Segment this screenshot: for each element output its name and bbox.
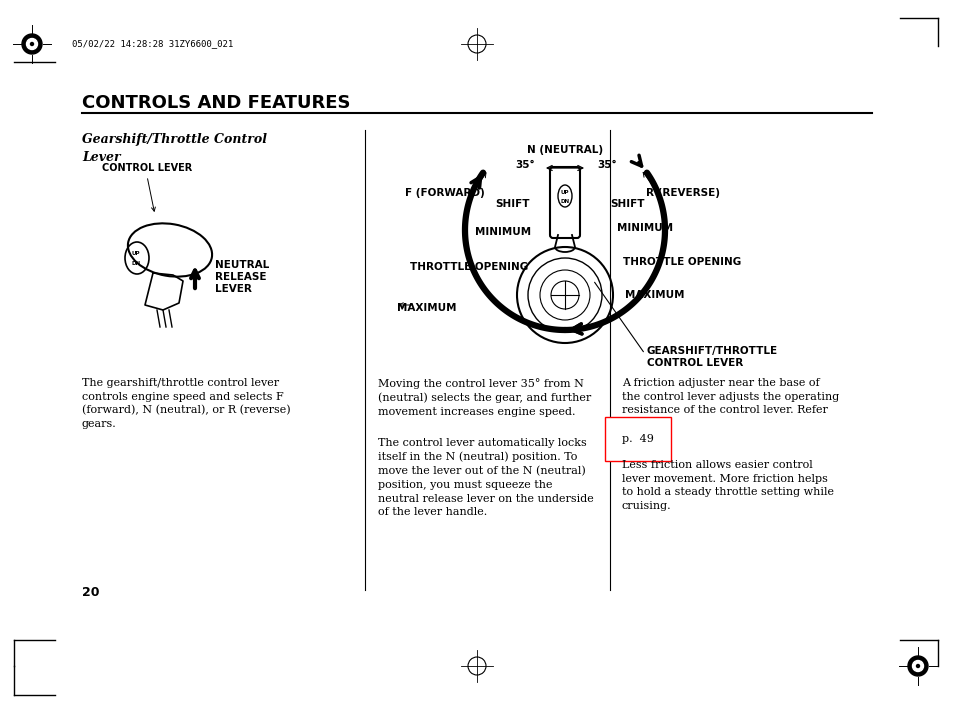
Text: Gearshift/Throttle Control
Lever: Gearshift/Throttle Control Lever	[82, 133, 267, 164]
Text: MAXIMUM: MAXIMUM	[624, 290, 684, 300]
Text: 05/02/22 14:28:28 31ZY6600_021: 05/02/22 14:28:28 31ZY6600_021	[71, 40, 233, 48]
Text: The control lever automatically locks
itself in the N (neutral) position. To
mov: The control lever automatically locks it…	[377, 438, 593, 518]
Text: 35°: 35°	[597, 160, 617, 170]
Text: MINIMUM: MINIMUM	[617, 223, 673, 233]
Text: THROTTLE OPENING: THROTTLE OPENING	[410, 262, 528, 272]
Text: MINIMUM: MINIMUM	[475, 227, 531, 237]
Text: p.  49: p. 49	[621, 434, 653, 444]
Text: SHIFT: SHIFT	[609, 199, 644, 209]
Text: CONTROL LEVER: CONTROL LEVER	[102, 163, 192, 173]
Text: R (REVERSE): R (REVERSE)	[645, 188, 720, 198]
Circle shape	[907, 656, 927, 676]
Text: 20: 20	[82, 586, 99, 599]
Text: UP: UP	[560, 190, 569, 195]
Text: GEARSHIFT/THROTTLE
CONTROL LEVER: GEARSHIFT/THROTTLE CONTROL LEVER	[646, 346, 778, 368]
Text: MAXIMUM: MAXIMUM	[396, 303, 456, 313]
Circle shape	[911, 660, 923, 672]
Text: UP: UP	[132, 251, 140, 256]
Text: 35°: 35°	[515, 160, 535, 170]
Text: N (NEUTRAL): N (NEUTRAL)	[526, 145, 602, 155]
Text: F (FORWARD): F (FORWARD)	[405, 188, 484, 198]
Text: The gearshift/throttle control lever
controls engine speed and selects F
(forwar: The gearshift/throttle control lever con…	[82, 378, 291, 430]
Text: CONTROLS AND FEATURES: CONTROLS AND FEATURES	[82, 94, 350, 112]
Circle shape	[22, 34, 42, 54]
Text: Moving the control lever 35° from N
(neutral) selects the gear, and further
move: Moving the control lever 35° from N (neu…	[377, 378, 591, 417]
Text: SHIFT: SHIFT	[496, 199, 530, 209]
Text: DN: DN	[132, 261, 140, 266]
Circle shape	[30, 43, 33, 45]
Text: A friction adjuster near the base of
the control lever adjusts the operating
res: A friction adjuster near the base of the…	[621, 378, 839, 429]
Text: DN: DN	[559, 200, 569, 204]
Text: NEUTRAL
RELEASE
LEVER: NEUTRAL RELEASE LEVER	[214, 260, 269, 295]
Text: Less friction allows easier control
lever movement. More friction helps
to hold : Less friction allows easier control leve…	[621, 460, 833, 510]
Circle shape	[27, 38, 37, 50]
Text: THROTTLE OPENING: THROTTLE OPENING	[622, 257, 740, 267]
Circle shape	[916, 665, 919, 667]
